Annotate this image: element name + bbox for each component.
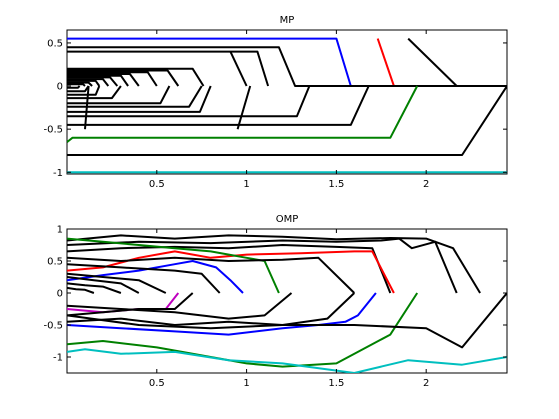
series-line-black bbox=[67, 85, 81, 89]
series-line-blue bbox=[67, 292, 377, 336]
series-line-black bbox=[67, 286, 95, 294]
series-line-black bbox=[67, 282, 122, 294]
omp-axes bbox=[66, 228, 508, 374]
series-line-black bbox=[67, 76, 119, 87]
series-line-black bbox=[67, 73, 140, 87]
series-line-black bbox=[67, 83, 86, 87]
series-line-black bbox=[67, 292, 293, 320]
y-tick-label: -0.5 bbox=[43, 125, 63, 136]
series-line-black bbox=[67, 85, 311, 118]
series-line-green bbox=[67, 292, 419, 368]
x-tick-label: 1 bbox=[243, 179, 249, 190]
series-line-black bbox=[67, 50, 270, 87]
series-line-black bbox=[67, 272, 167, 294]
series-line-black bbox=[67, 256, 356, 294]
x-tick-label: 2 bbox=[423, 378, 429, 389]
series-line-black bbox=[67, 85, 370, 126]
x-tick-label: 0.5 bbox=[149, 179, 165, 190]
y-tick-label: 0.5 bbox=[47, 38, 63, 49]
series-line-black bbox=[67, 69, 180, 87]
series-line-black bbox=[67, 292, 355, 326]
y-tick-label: -1 bbox=[53, 168, 63, 179]
omp-panel: OMP 0.5 1 1.5 2 1 0.5 0 -0.5 -1 bbox=[43, 214, 508, 389]
mp-plot-area bbox=[67, 37, 507, 174]
series-line-black bbox=[67, 263, 221, 294]
y-tick-label: 1 bbox=[57, 225, 63, 236]
series-line-black bbox=[67, 292, 194, 317]
x-tick-label: 1.5 bbox=[328, 179, 344, 190]
series-line-black bbox=[67, 276, 140, 294]
series-line-black bbox=[67, 85, 122, 100]
series-line-black bbox=[67, 292, 507, 349]
series-line-cyan bbox=[67, 348, 507, 373]
x-tick-label: 1.5 bbox=[328, 378, 344, 389]
series-line-black bbox=[67, 71, 158, 87]
x-tick-label: 1 bbox=[243, 378, 249, 389]
y-tick-label: 0.5 bbox=[47, 257, 63, 268]
series-line-blue bbox=[67, 37, 352, 87]
series-line-black bbox=[67, 67, 205, 87]
mp-ticks: 0.5 1 1.5 2 0.5 0 -0.5 -1 bbox=[43, 30, 507, 190]
series-line-black bbox=[67, 78, 110, 87]
series-line-black bbox=[67, 85, 101, 96]
series-line-black bbox=[67, 85, 507, 156]
y-tick-label: 0 bbox=[57, 82, 63, 93]
y-tick-label: 0 bbox=[57, 289, 63, 300]
series-line-black bbox=[407, 37, 458, 87]
series-line-black bbox=[67, 74, 129, 87]
mp-panel: MP 0.5 1 1.5 2 0.5 0 -0.5 -1 bbox=[43, 15, 508, 190]
series-line-black bbox=[67, 85, 212, 113]
x-tick-label: 0.5 bbox=[149, 378, 165, 389]
series-line-black bbox=[84, 85, 90, 130]
series-line-black bbox=[236, 85, 252, 130]
series-line-black bbox=[67, 85, 90, 93]
omp-title: OMP bbox=[276, 214, 299, 225]
series-line-black bbox=[67, 81, 93, 87]
y-tick-label: -1 bbox=[53, 353, 63, 364]
series-line-blue bbox=[67, 260, 244, 294]
mp-axes bbox=[66, 29, 508, 175]
series-line-red bbox=[376, 38, 395, 87]
series-line-black bbox=[67, 46, 507, 87]
omp-plot-area bbox=[67, 234, 507, 373]
series-line-black bbox=[67, 85, 203, 108]
y-tick-label: -0.5 bbox=[43, 321, 63, 332]
series-line-black bbox=[229, 51, 248, 87]
series-line-black bbox=[67, 79, 101, 87]
series-line-red bbox=[67, 250, 395, 294]
series-line-black bbox=[67, 237, 458, 294]
series-line-black bbox=[67, 244, 392, 294]
series-line-black bbox=[67, 85, 171, 105]
series-line-green bbox=[67, 85, 419, 143]
mp-title: MP bbox=[280, 15, 295, 26]
series-line-black bbox=[67, 234, 481, 294]
x-tick-label: 2 bbox=[423, 179, 429, 190]
omp-ticks: 0.5 1 1.5 2 1 0.5 0 -0.5 -1 bbox=[43, 225, 507, 389]
